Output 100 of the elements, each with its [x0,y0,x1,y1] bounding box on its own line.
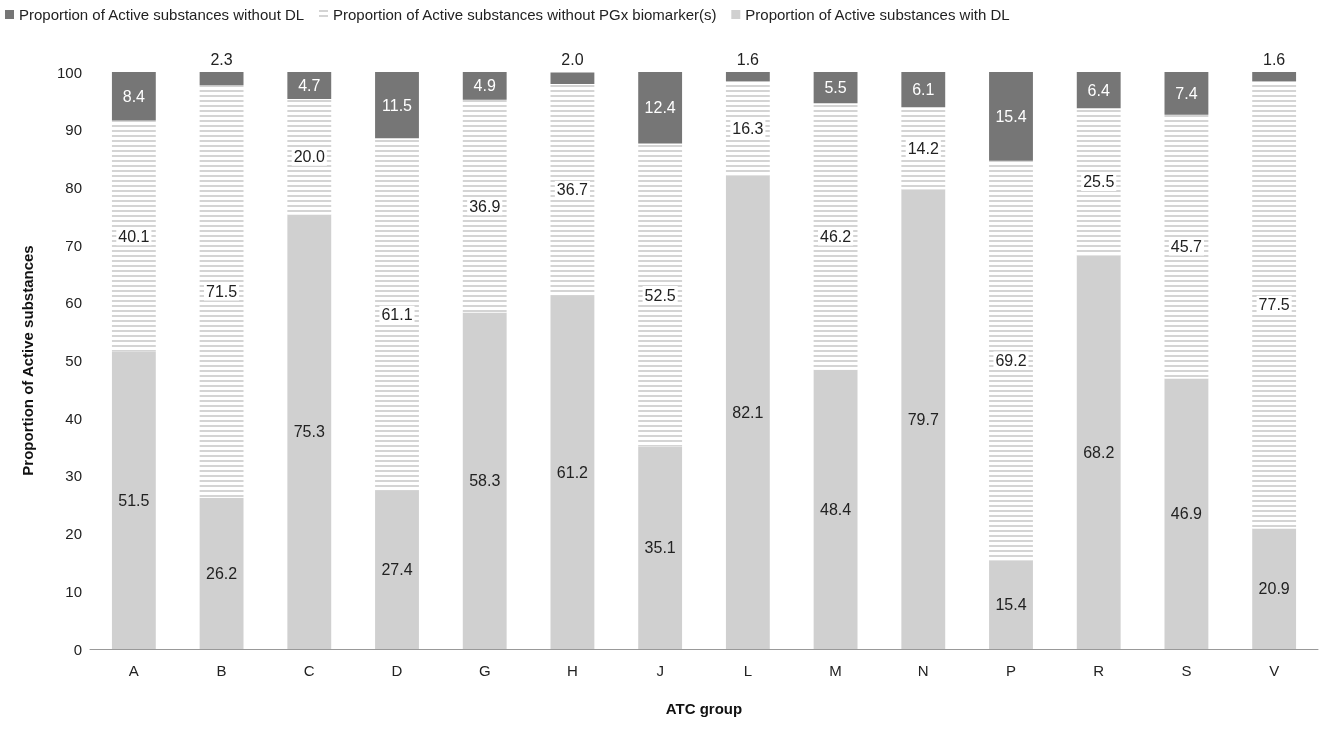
bar [1076,255,1121,649]
y-tick-label: 100 [56,63,82,81]
bar [901,189,946,649]
bar [111,72,156,121]
x-tick-label: P [1005,662,1017,679]
data-label: 12.4 [644,99,676,117]
bar [901,72,946,108]
data-label: 4.7 [298,77,321,95]
x-axis-title: ATC group [665,700,743,717]
data-label: 82.1 [732,403,764,421]
x-tick-label: V [1269,662,1280,679]
data-label: 36.7 [556,181,589,199]
y-tick-label: 90 [65,121,82,139]
bar [1252,528,1297,649]
data-label: 14.2 [907,139,939,157]
data-label: 36.9 [469,197,501,215]
y-tick-label: 70 [65,236,82,254]
y-axis-title: Proportion of Active substances [19,245,36,476]
x-tick-label: G [478,662,491,679]
data-label: 51.5 [118,491,150,509]
bar [725,175,770,649]
data-label: 4.9 [473,77,496,95]
data-label: 45.7 [1170,238,1203,256]
bar [989,72,1033,161]
data-label: 1.6 [736,50,760,68]
bar [1076,72,1121,109]
data-label: 16.3 [732,119,764,137]
y-tick-label: 20 [65,525,82,543]
data-label: 26.2 [206,564,238,582]
data-label: 68.2 [1083,443,1115,461]
bar [1164,378,1209,649]
bar [375,72,419,139]
data-label: 11.5 [382,96,413,114]
bar [813,72,858,104]
bar [199,497,244,649]
data-label: 35.1 [644,539,676,557]
data-label: 77.5 [1258,296,1290,314]
bar [989,560,1033,649]
bar [550,295,595,649]
y-tick-label: 60 [65,294,82,312]
legend-label: Proportion of Active substances without DL [19,6,305,23]
bar [199,72,244,86]
y-tick-label: 80 [65,178,82,196]
x-tick-label: S [1181,662,1192,679]
x-tick-label: H [567,662,578,679]
y-tick-label: 40 [65,409,82,427]
x-tick-label: R [1093,662,1105,679]
y-tick-label: 50 [65,352,82,369]
data-label: 6.1 [912,81,935,99]
bar [550,72,595,85]
bar [638,72,683,144]
x-tick-label: M [829,662,842,679]
data-label: 2.3 [210,50,233,68]
data-label: 2.0 [561,51,584,69]
data-label: 20.9 [1258,580,1290,598]
data-label: 8.4 [122,87,146,105]
data-label: 40.1 [118,227,150,245]
y-tick-label: 0 [73,640,82,658]
y-tick-label: 10 [65,582,82,600]
y-tick-label: 30 [65,467,82,485]
data-label: 15.4 [995,107,1027,125]
x-tick-label: D [391,662,403,679]
bar [1252,72,1297,82]
data-label: 7.4 [1175,84,1198,102]
data-label: 69.2 [995,352,1027,369]
bar [462,72,507,100]
bar [638,446,683,649]
data-label: 61.2 [556,463,589,481]
bar [1164,72,1209,115]
x-tick-label: B [216,662,227,679]
bar [287,72,332,100]
data-label: 52.5 [644,286,676,304]
data-label: 79.7 [907,410,939,428]
data-label: 46.2 [820,227,852,245]
x-tick-label: L [743,662,753,679]
bar [287,214,332,649]
bar [111,351,156,649]
legend-label: Proportion of Active substances without PGx biomarker(s) [332,6,717,23]
data-label: 46.9 [1170,505,1203,523]
data-label: 5.5 [824,79,847,97]
data-label: 25.5 [1083,173,1115,191]
data-label: 71.5 [206,283,238,301]
data-label: 20.0 [293,148,325,166]
data-label: 75.3 [293,423,325,441]
data-label: 15.4 [995,596,1027,614]
x-tick-label: C [303,662,315,679]
bar [375,490,419,649]
data-label: 61.1 [381,306,413,324]
data-label: 1.6 [1263,50,1286,68]
bar [813,369,858,649]
bar [462,312,507,649]
x-tick-label: A [128,662,139,679]
bar [725,72,770,82]
legend-label: Proportion of Active substances with DL [745,6,1010,23]
data-label: 48.4 [820,500,852,518]
x-tick-label: J [656,662,664,679]
data-label: 6.4 [1087,81,1110,99]
data-label: 27.4 [381,561,413,579]
x-tick-label: N [917,662,929,679]
data-label: 58.3 [469,472,501,490]
